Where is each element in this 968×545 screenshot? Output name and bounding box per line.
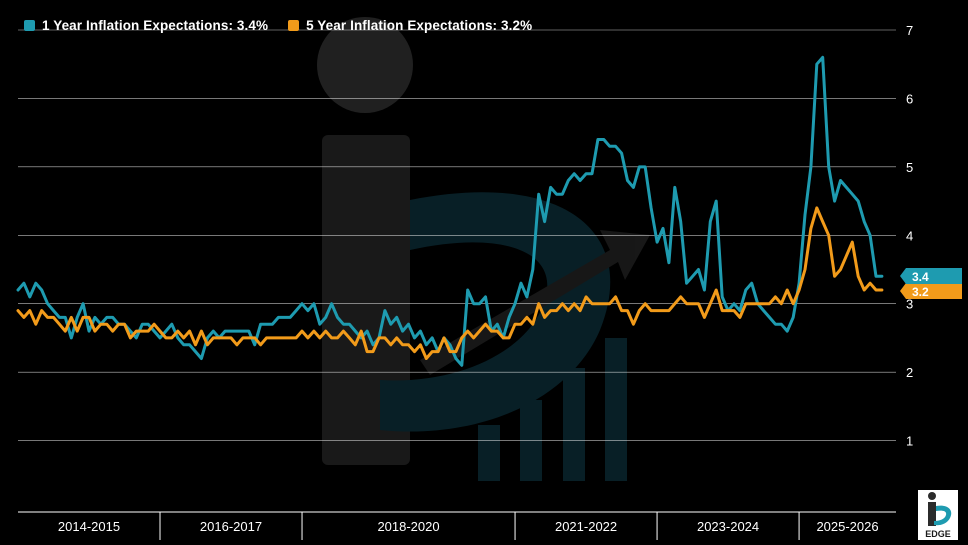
end-label-1y-group: 3.4 [900,268,962,284]
x-period-label: 2021-2022 [555,519,617,534]
y-tick-label: 4 [906,228,913,243]
legend-item-1y: 1 Year Inflation Expectations: 3.4% [24,18,268,33]
y-tick-label: 7 [906,23,913,38]
y-tick-label: 2 [906,365,913,380]
legend-label-5y: 5 Year Inflation Expectations: 3.2% [306,18,533,33]
x-axis: 2014-2015 2016-2017 2018-2020 2021-2022 2023… [18,511,896,540]
logo-swoosh [934,505,952,526]
y-tick-label: 3 [906,297,913,312]
end-label-1y-tag [900,268,962,284]
y-tick-label: 5 [906,160,913,175]
logo-stem [928,502,936,526]
watermark-bar [605,338,627,481]
grid-lines [18,29,896,441]
series-line-5y [16,206,884,360]
x-period-label: 2014-2015 [58,519,120,534]
end-label-1y: 3.4 [912,270,929,284]
watermark-bar [563,368,585,481]
end-labels: 3.23.4 [900,268,962,299]
x-period-label: 2025-2026 [816,519,878,534]
watermark-bar [478,425,500,481]
legend-label-1y: 1 Year Inflation Expectations: 3.4% [42,18,269,33]
legend-swatch-5y [288,20,300,31]
end-label-5y-tag [900,283,962,299]
y-tick-label: 1 [906,434,913,449]
y-tick-label: 6 [906,91,913,106]
x-period-label: 2018-2020 [377,519,439,534]
end-label-5y: 3.2 [912,285,929,299]
chart-legend: 1 Year Inflation Expectations: 3.4% 5 Ye… [24,18,532,33]
logo-dot [928,492,936,500]
legend-swatch-1y [24,20,35,31]
series-lines [16,55,884,367]
y-axis-ticks: 1 2 3 4 5 6 7 [906,23,913,449]
end-label-5y-group: 3.2 [900,283,962,299]
watermark-dot [317,17,413,113]
edge-logo-icon: EDGE [918,490,958,540]
watermark-swoosh [380,192,611,432]
watermark-arrow [420,230,650,375]
x-period-label: 2016-2017 [200,519,262,534]
legend-item-5y: 5 Year Inflation Expectations: 3.2% [288,18,532,33]
logo-text: EDGE [925,529,951,539]
logo-background [918,490,958,540]
x-period-label: 2023-2024 [697,519,759,534]
watermark-logo [317,17,650,481]
